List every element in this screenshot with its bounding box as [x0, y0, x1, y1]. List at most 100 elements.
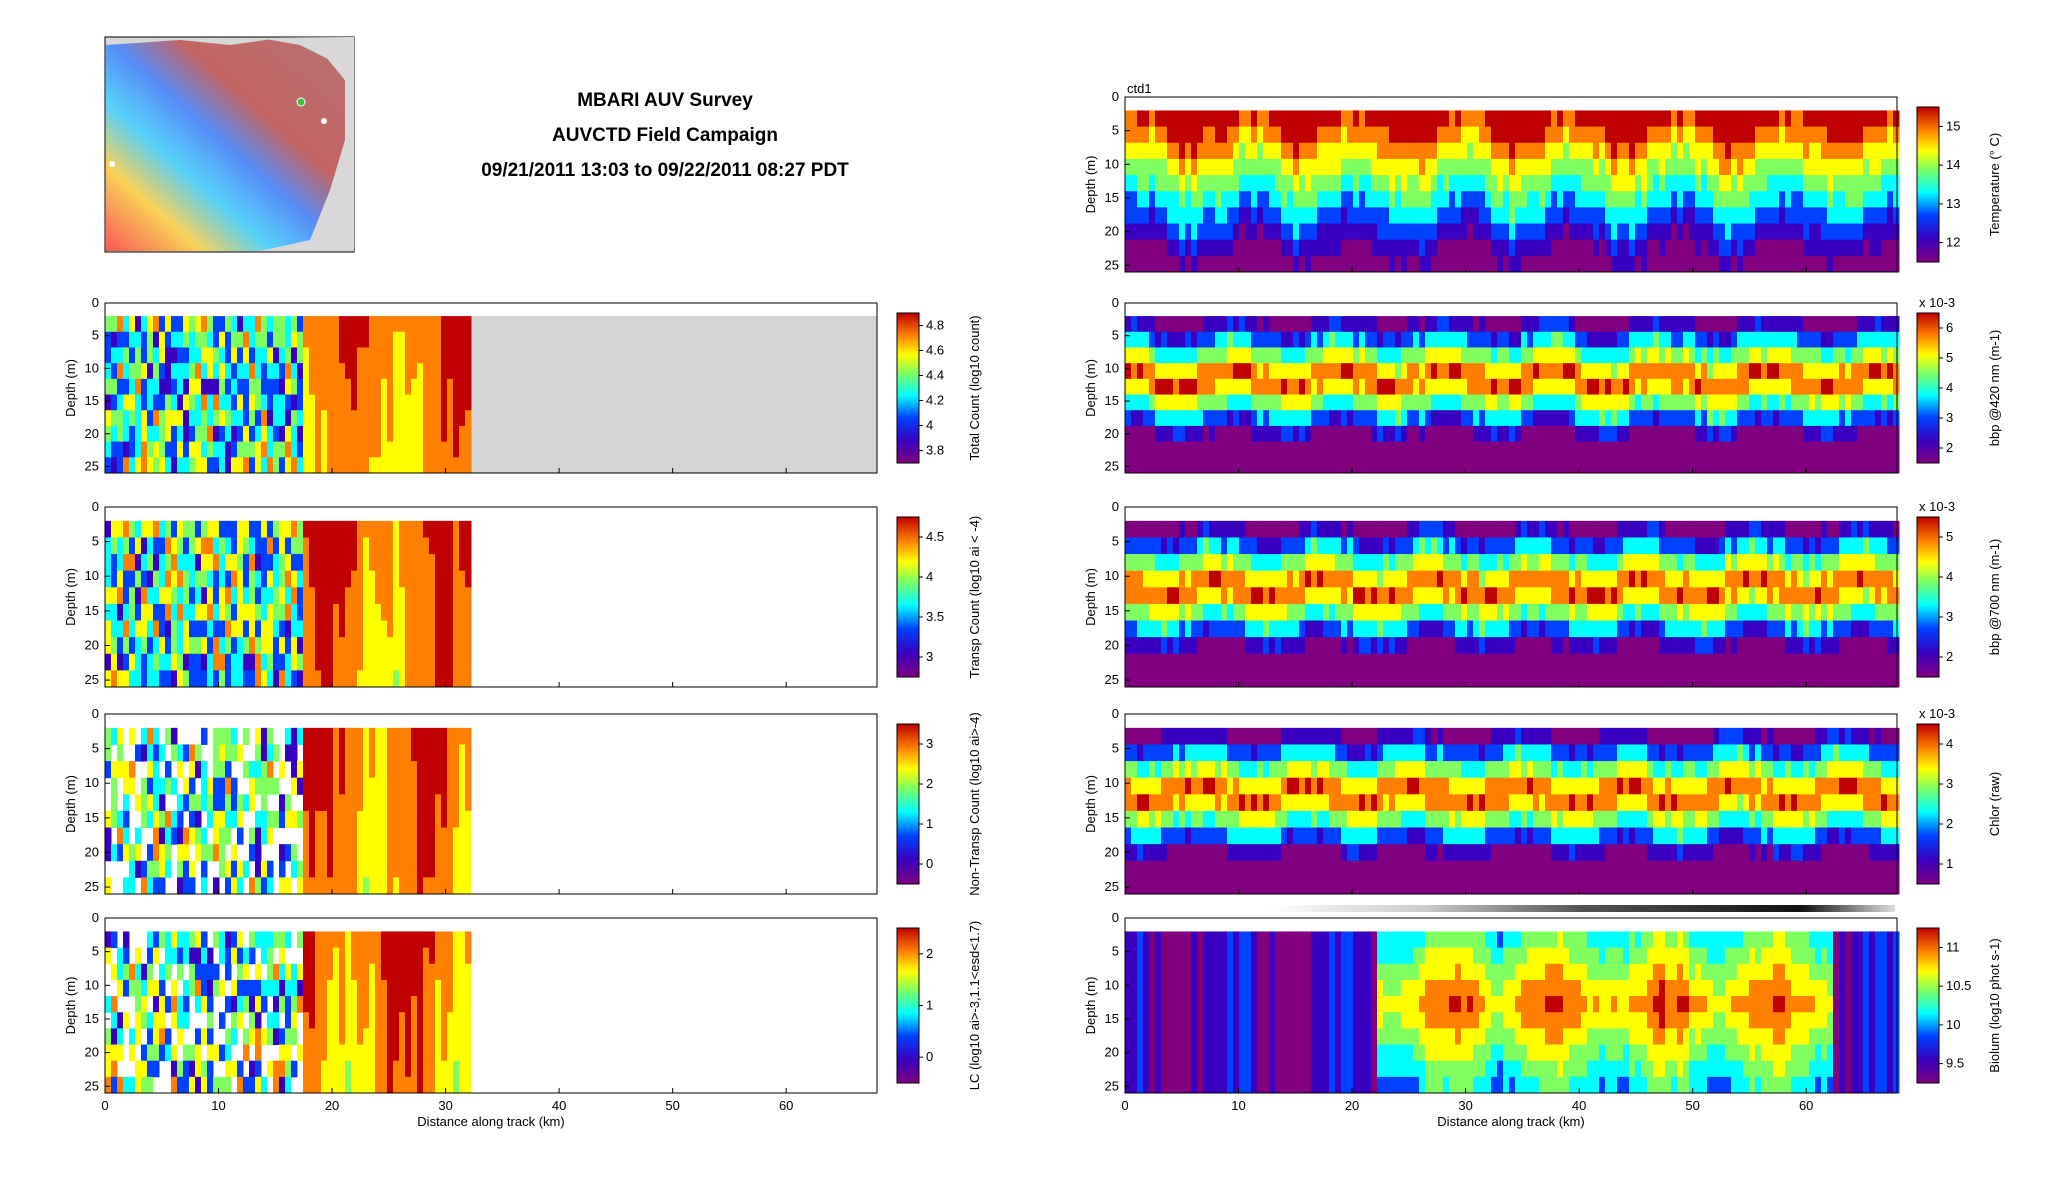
y-tick-label: 0: [92, 499, 99, 514]
y-tick-label: 0: [92, 910, 99, 925]
colorbar-tick-label: 2: [1946, 649, 1953, 664]
heatmap-field: [105, 316, 877, 474]
y-tick-label: 15: [85, 603, 99, 618]
heatmap-field: [1125, 520, 1900, 688]
y-tick-label: 25: [85, 458, 99, 473]
title-line-2: AUVCTD Field Campaign: [552, 125, 778, 146]
y-tick-label: 10: [1105, 568, 1119, 583]
panel-total-count: 0 5 10 15 20 25 Depth (m) 3.8 4 4.2 4.4 4.6 4.8 Total…: [63, 295, 982, 474]
y-tick-label: 0: [92, 295, 99, 310]
colorbar-tick-label: 1: [926, 816, 933, 831]
heatmap-field: [1125, 110, 1900, 273]
x-tick-label: 40: [552, 1098, 566, 1113]
panel-nontransp-count: 0 5 10 15 20 25 Depth (m) 0 1 2 3 Non-Transp Count …: [63, 706, 982, 896]
y-tick-label: 0: [1112, 706, 1119, 721]
colorbar-tick-label: 4: [926, 569, 933, 584]
heatmap-field: [105, 727, 472, 895]
colorbar-label: Transp Count (log10 ai < -4): [967, 516, 982, 678]
colorbar-tick-label: 10: [1946, 1017, 1960, 1032]
axes-frame: [104, 713, 878, 895]
panel-annotation: ctd1: [1127, 81, 1152, 96]
map-inset: [104, 36, 355, 253]
y-tick-label: 15: [1105, 810, 1119, 825]
colorbar-tick-label: 3: [1946, 410, 1953, 425]
colorbar-label: Chlor (raw): [1987, 772, 2002, 836]
colorbar-tick-label: 3: [926, 649, 933, 664]
colorbar-tick-label: 1: [1946, 856, 1953, 871]
axes-frame: [1124, 917, 1898, 1094]
y-axis-label: Depth (m): [63, 775, 78, 833]
y-tick-label: 20: [1105, 224, 1119, 239]
y-tick-label: 20: [85, 637, 99, 652]
y-tick-label: 15: [1105, 190, 1119, 205]
x-tick-label: 20: [325, 1098, 339, 1113]
y-tick-label: 25: [85, 879, 99, 894]
title-line-3: 09/21/2011 13:03 to 09/22/2011 08:27 PDT: [481, 160, 849, 181]
colorbar-multiplier: x 10-3: [1919, 706, 1955, 721]
y-tick-label: 25: [1105, 1078, 1119, 1093]
axes-frame: [1124, 713, 1898, 895]
y-tick-label: 20: [1105, 637, 1119, 652]
y-tick-label: 5: [1112, 328, 1119, 343]
y-tick-label: 5: [1112, 534, 1119, 549]
colorbar: [1916, 312, 1940, 464]
colorbar-tick-label: 4.8: [926, 318, 944, 333]
colorbar: [1916, 927, 1940, 1084]
y-tick-label: 10: [85, 568, 99, 583]
y-tick-label: 10: [85, 775, 99, 790]
y-axis-label: Depth (m): [1083, 156, 1098, 214]
colorbar-tick-label: 4.5: [926, 529, 944, 544]
x-tick-label: 50: [665, 1098, 679, 1113]
colorbar-tick-label: 3.8: [926, 443, 944, 458]
coverage-bar: [1265, 905, 1895, 912]
y-tick-label: 25: [85, 1078, 99, 1093]
x-axis-label: Distance along track (km): [417, 1114, 564, 1129]
y-tick-label: 5: [92, 741, 99, 756]
y-tick-label: 15: [85, 810, 99, 825]
y-tick-label: 5: [92, 328, 99, 343]
colorbar-tick-label: 9.5: [1946, 1056, 1964, 1071]
title-line-1: MBARI AUV Survey: [577, 90, 753, 111]
colorbar: [896, 516, 920, 678]
y-tick-label: 20: [1105, 1045, 1119, 1060]
coastline-map-icon: [180, 37, 354, 251]
axes-frame: [1124, 506, 1898, 688]
y-tick-label: 10: [85, 977, 99, 992]
colorbar-tick-label: 2: [926, 776, 933, 791]
y-tick-label: 10: [1105, 156, 1119, 171]
colorbar-label: Temperature (° C): [1987, 133, 2002, 236]
colorbar-tick-label: 0: [926, 856, 933, 871]
x-tick-label: 60: [1799, 1098, 1813, 1113]
colorbar-tick-label: 3: [926, 736, 933, 751]
heatmap-field: [1125, 727, 1900, 895]
colorbar-tick-label: 11: [1946, 939, 1960, 954]
colorbar-tick-label: 4.4: [926, 368, 944, 383]
y-axis-label: Depth (m): [1083, 359, 1098, 417]
y-tick-label: 5: [92, 944, 99, 959]
colorbar-tick-label: 14: [1946, 157, 1960, 172]
y-tick-label: 25: [1105, 257, 1119, 272]
colorbar-tick-label: 3: [1946, 609, 1953, 624]
map-marker-icon: [296, 97, 306, 107]
y-axis-label: Depth (m): [63, 359, 78, 417]
y-tick-label: 0: [1112, 499, 1119, 514]
colorbar-label: LC (log10 ai>-3,1.1<esd<1.7): [967, 921, 982, 1090]
map-marker-icon: [109, 161, 115, 167]
axes-frame: [104, 917, 878, 1094]
colorbar-tick-label: 12: [1946, 235, 1960, 250]
y-tick-label: 10: [1105, 360, 1119, 375]
panel-chlor: 0 5 10 15 20 25 Depth (m) 1 2 3 4 x 10-3 Chlor (raw): [1083, 706, 2002, 895]
colorbar-tick-label: 13: [1946, 196, 1960, 211]
heatmap-field: [1125, 316, 1900, 474]
colorbar-tick-label: 3: [1946, 776, 1953, 791]
y-tick-label: 20: [85, 426, 99, 441]
y-tick-label: 25: [85, 672, 99, 687]
y-tick-label: 5: [1112, 123, 1119, 138]
colorbar-tick-label: 15: [1946, 118, 1960, 133]
y-tick-label: 20: [85, 844, 99, 859]
x-tick-label: 40: [1572, 1098, 1586, 1113]
y-tick-label: 0: [1112, 910, 1119, 925]
y-tick-label: 20: [85, 1045, 99, 1060]
